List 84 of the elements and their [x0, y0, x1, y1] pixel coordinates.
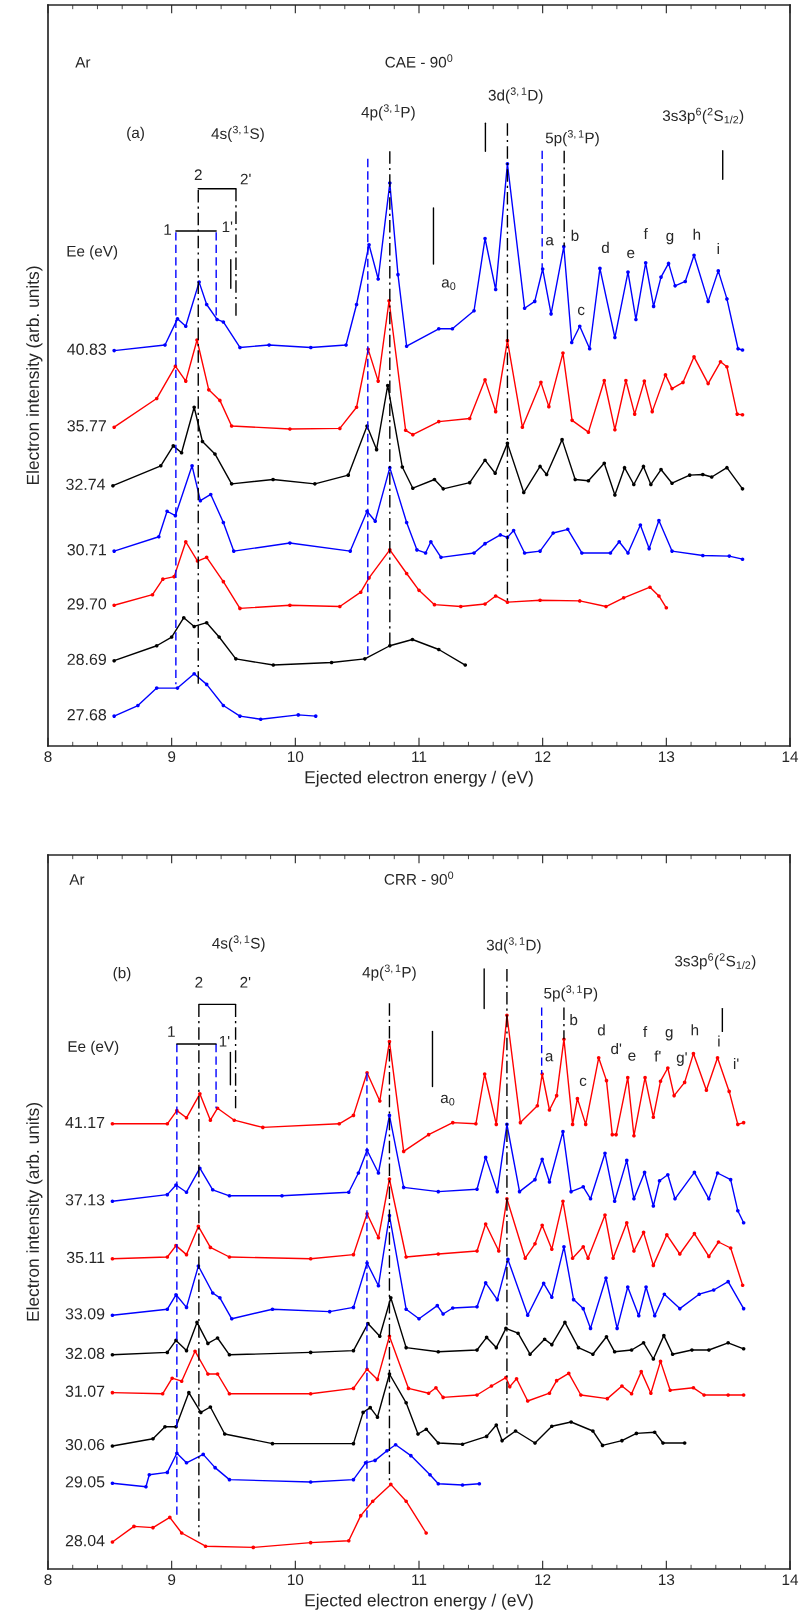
series-label: 29.05 — [65, 1476, 105, 1488]
annotation: h — [691, 1024, 699, 1036]
series-label: 31.07 — [65, 1385, 105, 1397]
annotation: c — [577, 306, 585, 316]
annotation: Ee (eV) — [68, 1040, 119, 1055]
x-tick-label: 10 — [288, 751, 304, 763]
series-label: 40.83 — [67, 343, 107, 355]
chart-title: CAE - 90$^{0}$ — [385, 54, 453, 68]
annotation: b — [571, 229, 579, 241]
annotation: a$_{0}$ — [440, 1094, 455, 1106]
series-label: 29.70 — [67, 598, 107, 610]
series-label: 32.74 — [66, 478, 106, 490]
annotation: f — [643, 1026, 648, 1038]
y-axis-title: Electron intensity (arb. units) — [26, 266, 43, 485]
annotation: i — [718, 1035, 720, 1047]
annotation: h — [693, 228, 701, 240]
annotation: f' — [654, 1050, 661, 1062]
annotation: 1 — [164, 224, 172, 235]
annotation: e — [627, 249, 635, 259]
x-tick-label: 9 — [168, 1574, 176, 1586]
annotation: c — [579, 1077, 587, 1087]
annotation: (b) — [113, 967, 131, 982]
x-tick-label: 8 — [44, 1574, 52, 1586]
text: 4s($^{3,1}$S) — [212, 935, 265, 952]
series-label: 28.04 — [65, 1534, 105, 1547]
annotation: 4p($^{3,1}$P) — [361, 104, 415, 121]
x-tick-label: 12 — [535, 1574, 551, 1585]
y-axis-title: Electron intensity (arb. units) — [26, 1103, 43, 1321]
annotation: f — [643, 227, 648, 239]
series-label: 32.08 — [65, 1347, 105, 1360]
annotation: a — [546, 236, 554, 246]
x-axis-title: Ejected electron energy / (eV) — [305, 770, 533, 787]
x-tick-label: 14 — [782, 751, 799, 762]
annotation: d — [597, 1024, 605, 1036]
annotation: 2' — [240, 976, 251, 988]
annotation: 4p($^{3,1}$P) — [362, 964, 416, 981]
text: Ar — [75, 56, 91, 68]
annotation: Ee (eV) — [67, 245, 118, 260]
annotation: 1' — [222, 221, 233, 233]
x-tick-label: 12 — [535, 751, 551, 762]
x-tick-label: 9 — [168, 751, 176, 763]
annotation: 3d($^{3,1}$D) — [488, 87, 543, 104]
annotation: 4s($^{3,1}$S) — [211, 125, 264, 143]
series-label: 27.68 — [67, 709, 107, 721]
chart-title: CRR - 90$^{0}$ — [384, 871, 454, 885]
annotation: i — [717, 242, 719, 255]
series-label: 30.06 — [65, 1438, 105, 1451]
text: Ar — [69, 874, 85, 885]
series-label: 33.09 — [65, 1308, 105, 1320]
annotation: d — [601, 241, 609, 254]
annotation: 5p($^{3,1}$P) — [544, 985, 598, 1002]
x-tick-label: 13 — [659, 751, 675, 763]
x-tick-label: 13 — [659, 1574, 675, 1586]
annotation: g — [665, 1029, 673, 1041]
annotation: g — [666, 232, 674, 245]
x-tick-label: 11 — [412, 1574, 427, 1585]
annotation: 2 — [194, 169, 202, 180]
series-label: 41.17 — [65, 1116, 105, 1128]
x-tick-label: 11 — [412, 751, 427, 762]
series-label: 30.71 — [67, 544, 106, 556]
annotation: a$_{0}$ — [441, 279, 456, 290]
series-label: 37.13 — [65, 1194, 105, 1206]
annotation: 3s3p$^{6}$($^{2}$S$_{1/2}$) — [662, 107, 744, 125]
annotation: 2' — [240, 173, 251, 185]
x-tick-label: 8 — [44, 751, 52, 763]
annotation: d' — [611, 1042, 622, 1055]
x-tick-label: 14 — [782, 1574, 799, 1585]
annotation: 2 — [195, 976, 203, 988]
series-label: 35.77 — [67, 420, 106, 432]
annotation: (a) — [127, 126, 144, 142]
annotation: e — [628, 1052, 636, 1061]
annotation: a — [545, 1053, 554, 1062]
annotation: b — [570, 1014, 578, 1026]
annotation: 5p($^{3,1}$P) — [545, 130, 599, 147]
annotation: 1' — [219, 1036, 230, 1047]
series-label: 35.11 — [66, 1251, 105, 1264]
annotation: g' — [676, 1052, 687, 1066]
annotation: 3s3p$^{6}$($^{2}$S$_{1/2}$) — [674, 953, 756, 970]
annotation: i' — [733, 1057, 739, 1069]
x-axis-title: Ejected electron energy / (eV) — [305, 1593, 533, 1610]
annotation: 3d($^{3,1}$D) — [486, 937, 541, 954]
series-label: 28.69 — [67, 653, 106, 665]
x-tick-label: 10 — [288, 1574, 304, 1586]
annotation: 1 — [168, 1026, 175, 1037]
